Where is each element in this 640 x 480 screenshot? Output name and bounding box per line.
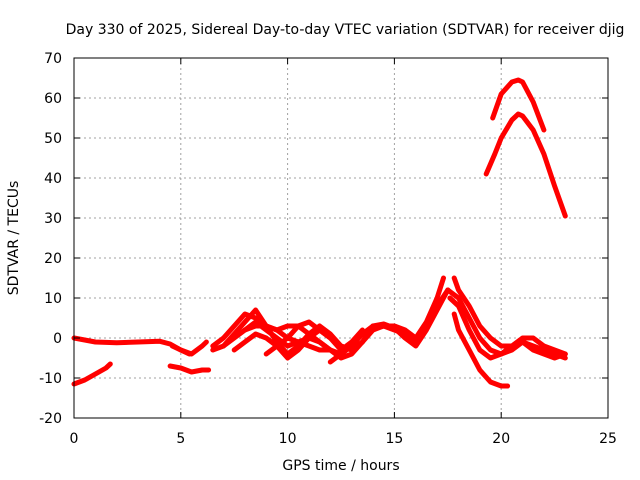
y-axis-label: SDTVAR / TECUs (6, 181, 22, 296)
series-line-s19 (483, 111, 568, 219)
y-tick-label: 30 (44, 211, 62, 227)
series-line-s2 (71, 361, 113, 387)
plot-frame (73, 57, 609, 419)
series-line-s7 (221, 307, 355, 357)
series-line-s4 (167, 363, 212, 375)
series-line-s16 (447, 295, 568, 361)
y-tick-label: -20 (39, 411, 62, 427)
series-line-s17 (451, 311, 511, 389)
ticks: 0 5 10 15 20 25 -20 -10 0 10 20 30 40 50 60 70 (39, 51, 617, 447)
x-tick-label: 5 (176, 431, 185, 447)
series-line-s8 (231, 327, 365, 361)
series-line-s13 (370, 287, 451, 349)
grid (74, 58, 608, 418)
x-tick-label: 10 (279, 431, 297, 447)
series-line-s9 (242, 319, 365, 361)
x-tick-label: 25 (599, 431, 617, 447)
chart-title: Day 330 of 2025, Sidereal Day-to-day VTE… (66, 22, 625, 38)
y-tick-label: 40 (44, 171, 62, 187)
y-tick-label: 60 (44, 91, 62, 107)
x-tick-label: 15 (385, 431, 403, 447)
x-tick-label: 20 (492, 431, 510, 447)
series-line-s12 (349, 275, 446, 353)
x-tick-label: 0 (70, 431, 79, 447)
series-line-s18 (490, 77, 547, 133)
y-tick-label: 70 (44, 51, 62, 67)
y-tick-label: 50 (44, 131, 62, 147)
y-tick-label: 0 (53, 331, 62, 347)
series-line-s15 (451, 275, 568, 357)
x-axis-label: GPS time / hours (282, 458, 399, 474)
y-tick-label: 20 (44, 251, 62, 267)
y-tick-label: -10 (39, 371, 62, 387)
series-line-s3 (169, 339, 209, 357)
y-tick-label: 10 (44, 291, 62, 307)
series-layer (71, 77, 568, 389)
